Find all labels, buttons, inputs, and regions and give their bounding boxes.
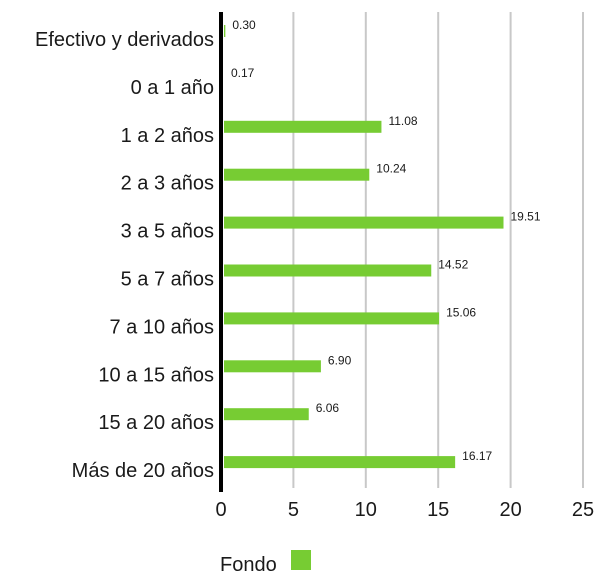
category-label: 10 a 15 años bbox=[98, 364, 214, 386]
legend-swatch bbox=[291, 550, 311, 570]
x-tick-label: 20 bbox=[499, 499, 521, 521]
x-tick-label: 0 bbox=[215, 499, 226, 521]
data-label: 14.52 bbox=[438, 258, 468, 272]
x-tick-label: 10 bbox=[355, 499, 377, 521]
category-label: Más de 20 años bbox=[72, 460, 214, 482]
bar bbox=[224, 121, 381, 133]
category-label: 3 a 5 años bbox=[121, 221, 214, 243]
legend-label: Fondo bbox=[220, 554, 277, 572]
data-label: 6.90 bbox=[328, 353, 352, 367]
category-label: 15 a 20 años bbox=[98, 412, 214, 434]
legend: Fondo bbox=[220, 550, 311, 572]
category-label: 5 a 7 años bbox=[121, 269, 214, 291]
data-label: 19.51 bbox=[511, 210, 541, 224]
bar bbox=[224, 312, 439, 324]
data-label: 10.24 bbox=[376, 162, 406, 176]
bar bbox=[224, 217, 504, 229]
category-label: 2 a 3 años bbox=[121, 173, 214, 195]
data-label: 16.17 bbox=[462, 449, 492, 463]
category-label: 7 a 10 años bbox=[109, 316, 214, 338]
data-label: 6.06 bbox=[316, 401, 340, 415]
bar bbox=[224, 408, 309, 420]
x-tick-label: 5 bbox=[288, 499, 299, 521]
x-tick-label: 15 bbox=[427, 499, 449, 521]
x-tick-label: 25 bbox=[572, 499, 594, 521]
data-label: 0.30 bbox=[232, 18, 256, 32]
bar bbox=[224, 169, 369, 181]
bars bbox=[224, 25, 504, 468]
gridlines bbox=[293, 12, 583, 488]
bar bbox=[224, 25, 225, 37]
bar bbox=[224, 265, 431, 277]
data-label: 11.08 bbox=[388, 114, 417, 128]
category-label: 1 a 2 años bbox=[121, 125, 214, 147]
bar bbox=[224, 456, 455, 468]
bar bbox=[224, 360, 321, 372]
category-label: 0 a 1 año bbox=[131, 77, 214, 99]
category-label: Efectivo y derivados bbox=[35, 29, 214, 51]
data-label: 15.06 bbox=[446, 305, 476, 319]
data-label: 0.17 bbox=[231, 66, 255, 80]
